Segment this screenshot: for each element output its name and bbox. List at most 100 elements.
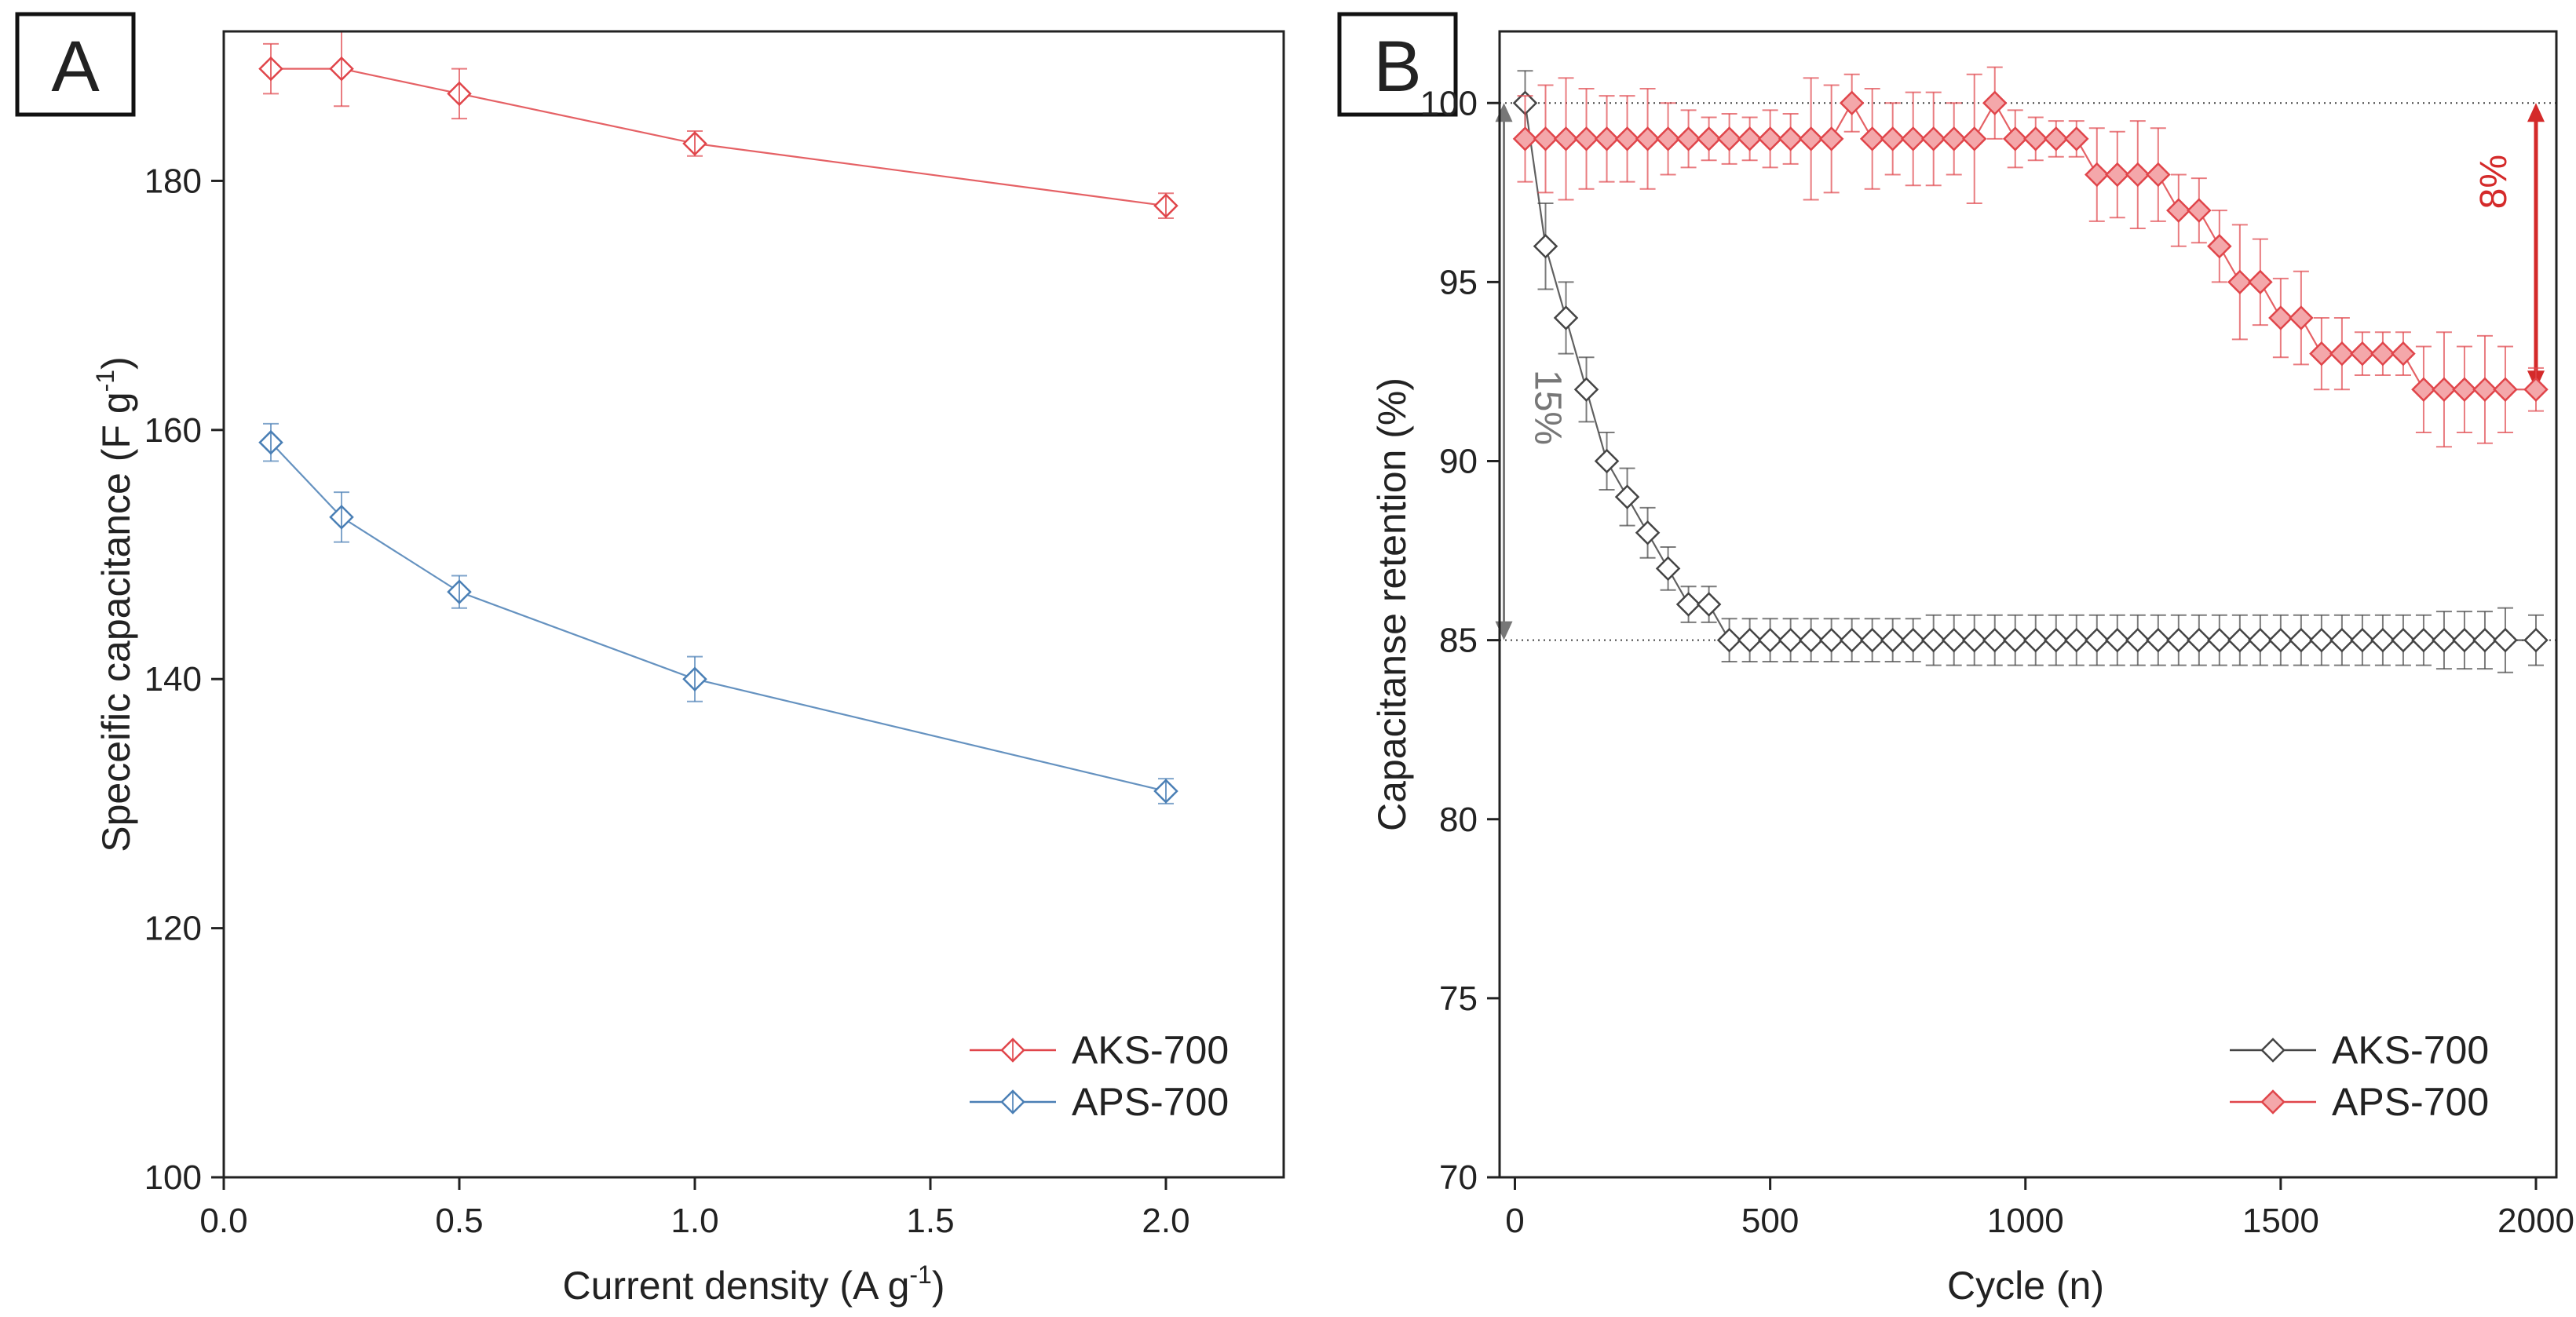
panel-b-data-point [1818,126,1844,151]
panel-b-data-point [2268,627,2293,653]
panel-a-y-tick-label: 160 [144,411,202,450]
panel-b-data-point [2248,627,2273,653]
panel-b: B 15% 8% 0 500 1000 1500 2000 70 75 80 85 90 95 100… [1337,12,2574,1308]
panel-b-data-point [2125,627,2150,653]
panel-b-data-point [2207,627,2232,653]
panel-b-data-point [2329,627,2355,653]
panel-b-data-point [1900,627,1926,653]
panel-b-data-point [1880,126,1906,151]
panel-b-data-point [1737,627,1763,653]
panel-b-data-point [2329,341,2355,367]
panel-b-data-point [2432,377,2457,403]
panel-b-data-point [2085,162,2110,188]
panel-b-data-point [1594,126,1620,151]
panel-b-data-point [2523,627,2549,653]
panel-b-legend-marker [2260,1089,2286,1115]
panel-b-data-point [2523,377,2549,403]
panel-b-data-point [1635,126,1661,151]
panel-b-data-point [2289,305,2314,330]
panel-a-y-tick-label: 180 [144,162,202,200]
panel-b-data-point [1512,126,1538,151]
panel-b-series-aks-700 [1512,70,2549,673]
panel-a-x-tick-label: 1.0 [670,1202,718,1240]
panel-a-series-line [271,67,1167,207]
panel-b-data-point [2493,377,2518,403]
panel-b-data-point [1716,627,1742,653]
panel-b-data-point [1553,126,1579,151]
panel-a-x-tick-label: 2.0 [1142,1202,1189,1240]
panel-b-data-point [1573,377,1599,403]
panel-b-data-point [2064,627,2089,653]
panel-b-data-point [1655,556,1681,582]
panel-b-annotation-label: 8% [2473,155,2515,209]
panel-b-data-point [2207,233,2232,259]
panel-b-data-point [2125,162,2150,188]
panel-b-data-point [1573,126,1599,151]
panel-b-data-point [1961,627,1987,653]
panel-b-data-point [2370,341,2395,367]
panel-b-data-point [2043,126,2069,151]
panel-b-data-point [2452,377,2477,403]
panel-b-data-point [2248,269,2273,295]
panel-b-data-point [1839,627,1865,653]
panel-b-data-point [2227,627,2253,653]
panel-a-y-tick-label: 120 [144,910,202,948]
panel-b-data-point [1859,627,1885,653]
panel-b-data-point [1982,627,2008,653]
panel-b-data-point [1675,126,1701,151]
panel-b-data-point [1798,627,1824,653]
panel-b-y-tick-label: 85 [1439,622,1478,660]
panel-b-data-point [2227,269,2253,295]
panel-a-series [258,31,1178,804]
panel-b-annotation-arrow-head [1495,621,1513,640]
panel-b-legend-label: APS-700 [2332,1080,2489,1124]
panel-b-data-point [2472,377,2497,403]
panel-b-y-tick-label: 95 [1439,263,1478,301]
panel-b-data-point [1961,126,1987,151]
panel-b-series [1512,66,2549,673]
panel-b-data-point [2166,198,2191,223]
panel-b-data-point [2411,627,2436,653]
panel-a-legend-label: AKS-700 [1072,1028,1229,1072]
panel-b-series-aps-700 [1512,66,2549,448]
panel-b-data-point [1982,90,2008,116]
panel-a-x-tick-label: 0.0 [199,1202,247,1240]
panel-b-x-tick-label: 1000 [1987,1202,2064,1240]
panel-a-y-axis-title: Speceific capacitance (F g-1) [91,356,138,852]
panel-b-annotation-arrow-head [2527,103,2545,122]
panel-b-data-point [2187,198,2212,223]
panel-b-data-point [1839,90,1865,116]
panel-b-data-point [2002,126,2028,151]
panel-b-data-point [1696,126,1722,151]
panel-b-data-point [1696,592,1722,617]
panel-b-data-point [2064,126,2089,151]
panel-b-data-point [1920,126,1946,151]
panel-b-y-tick-label: 80 [1439,801,1478,839]
panel-a-x-tick-label: 1.5 [906,1202,954,1240]
panel-b-data-point [1880,627,1906,653]
panel-b-data-point [2452,627,2477,653]
panel-b-data-point [1675,592,1701,617]
panel-b-data-point [2085,627,2110,653]
panel-b-data-point [2411,377,2436,403]
panel-a-x-axis-title: Current density (A g-1) [563,1260,945,1308]
panel-a: A 0.0 0.5 1.0 1.5 2.0 100 120 140 160 180 Curren… [15,12,1285,1308]
panel-b-data-point [2105,162,2130,188]
panel-b-y-tick-label: 100 [1420,84,1478,122]
panel-b-legend-label: AKS-700 [2332,1028,2489,1072]
panel-b-x-tick-label: 500 [1741,1202,1799,1240]
panel-a-y-axis: 100 120 140 160 180 [144,162,224,1197]
panel-b-data-point [2350,627,2375,653]
panel-b-data-point [2309,341,2334,367]
panel-b-data-point [2391,627,2416,653]
panel-a-series-line [270,441,1167,793]
panel-b-data-point [1533,233,1558,259]
panel-b-data-point [1757,627,1783,653]
panel-b-data-point [1737,126,1763,151]
panel-b-data-point [1798,126,1824,151]
panel-b-x-tick-label: 2000 [2497,1202,2574,1240]
panel-b-x-axis-title: Cycle (n) [1947,1264,2104,1308]
panel-b-data-point [1818,627,1844,653]
panel-b-data-point [2105,627,2130,653]
